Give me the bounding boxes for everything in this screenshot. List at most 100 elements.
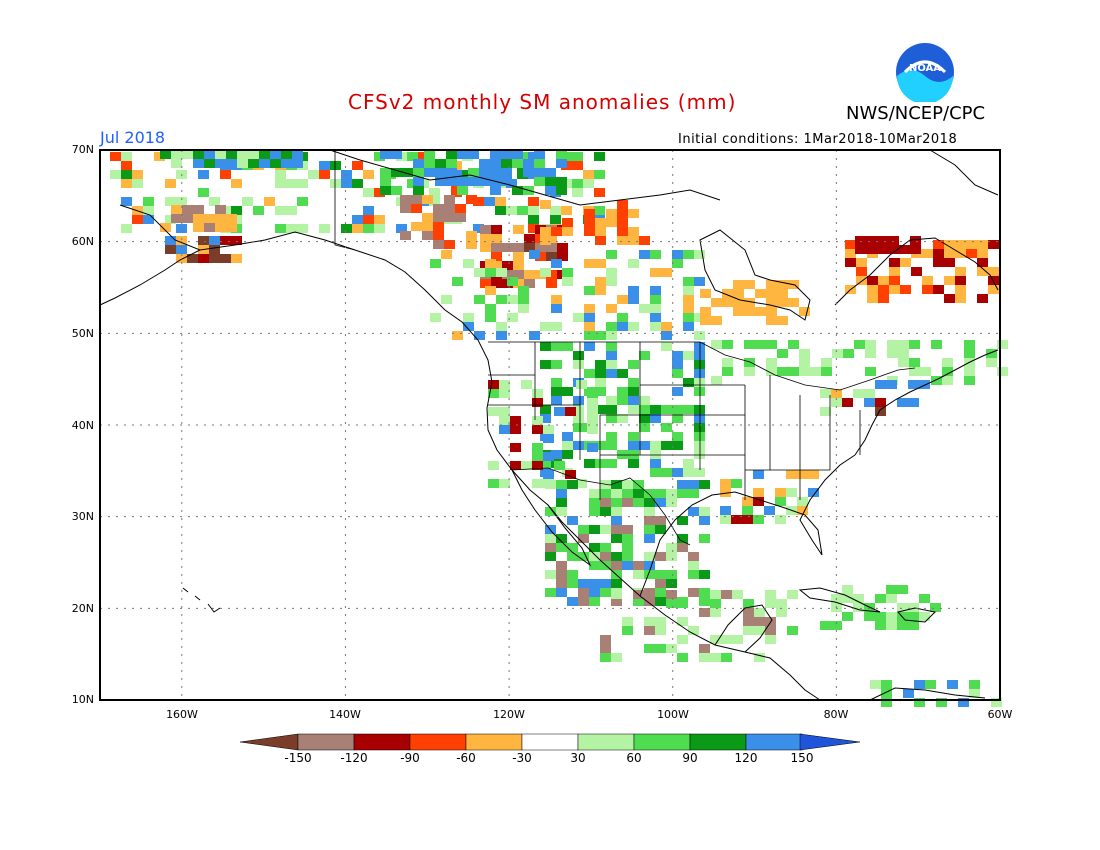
anomaly-cell [720, 515, 731, 524]
anomaly-cell [699, 653, 710, 662]
anomaly-cell [753, 488, 764, 497]
anomaly-cell [496, 322, 507, 331]
anomaly-cell [198, 188, 209, 197]
anomaly-cell [176, 197, 187, 206]
anomaly-cell [488, 389, 499, 398]
anomaly-cell [573, 313, 584, 322]
anomaly-cell [606, 277, 617, 286]
anomaly-cell [270, 159, 281, 168]
anomaly-cell [688, 588, 699, 597]
anomaly-cell [878, 276, 889, 285]
anomaly-cell [644, 525, 655, 534]
anomaly-cell [808, 470, 819, 479]
anomaly-cell [532, 398, 543, 407]
anomaly-cell [422, 222, 433, 231]
anomaly-cell [694, 369, 705, 378]
north-america-west-coast [119, 204, 821, 701]
anomaly-cell [209, 245, 220, 254]
anomaly-cell [455, 213, 466, 222]
anomaly-cell [628, 432, 639, 441]
anomaly-cell [886, 585, 897, 594]
anomaly-cell [628, 459, 639, 468]
anomaly-cell [775, 497, 786, 506]
anomaly-cell [997, 367, 1008, 376]
anomaly-cell [457, 177, 468, 186]
anomaly-cell [422, 231, 433, 240]
anomaly-cell [521, 461, 532, 470]
anomaly-cell [666, 489, 677, 498]
colorbar-box [297, 733, 355, 751]
anomaly-cell [297, 224, 308, 233]
anomaly-cell [639, 423, 650, 432]
anomaly-cell [462, 170, 473, 179]
anomaly-cell [644, 552, 655, 561]
anomaly-cell [400, 195, 411, 204]
anomaly-cell [523, 159, 534, 168]
colorbar-label: 120 [734, 751, 758, 765]
anomaly-cell [413, 168, 424, 177]
anomaly-cell [512, 150, 523, 159]
anomaly-cell [473, 224, 484, 233]
lat-label: 30N [71, 510, 94, 523]
anomaly-cell [644, 489, 655, 498]
anomaly-cell [546, 270, 557, 279]
anomaly-cell [510, 425, 521, 434]
anomaly-cell [573, 405, 584, 414]
anomaly-cell [204, 223, 215, 232]
anomaly-cell [753, 470, 764, 479]
anomaly-cell [606, 396, 617, 405]
anomaly-cell [606, 304, 617, 313]
anomaly-cell [578, 534, 589, 543]
anomaly-cell [429, 197, 440, 206]
anomaly-cell [540, 414, 551, 423]
anomaly-cell [176, 236, 187, 245]
anomaly-cell [444, 204, 455, 213]
anomaly-cell [499, 416, 510, 425]
anomaly-cell [611, 552, 622, 561]
anomaly-cell [259, 159, 270, 168]
anomaly-cell [733, 307, 744, 316]
anomaly-cell [281, 159, 292, 168]
baja-california [511, 469, 592, 567]
anomaly-cell [545, 534, 556, 543]
anomaly-cell [611, 507, 622, 516]
anomaly-cell [672, 387, 683, 396]
anomaly-cell [132, 215, 143, 224]
anomaly-cell [733, 289, 744, 298]
anomaly-cell [193, 214, 204, 223]
anomaly-cell [755, 340, 766, 349]
anomaly-cell [517, 170, 528, 179]
anomaly-cell [900, 258, 911, 267]
anomaly-cell [543, 470, 554, 479]
anomaly-cell [411, 222, 422, 231]
anomaly-cell [491, 261, 502, 270]
anomaly-cell [545, 480, 556, 489]
anomaly-cell [930, 603, 941, 612]
anomaly-cell [889, 276, 900, 285]
colorbar-box [465, 733, 523, 751]
anomaly-cell [556, 507, 567, 516]
anomaly-cell [699, 507, 710, 516]
anomaly-cell [845, 249, 856, 258]
anomaly-cell [584, 286, 595, 295]
anomaly-cell [584, 209, 595, 218]
colorbar-label: -120 [340, 751, 368, 765]
coastlines [99, 149, 999, 701]
anomaly-cell [524, 279, 535, 288]
anomaly-cell [925, 680, 936, 689]
anomaly-cell [897, 603, 908, 612]
anomaly-cell [867, 294, 878, 303]
anomaly-cell [600, 588, 611, 597]
anomaly-cell [556, 489, 567, 498]
anomaly-cell [699, 570, 710, 579]
anomaly-cell [878, 285, 889, 294]
anomaly-cell [182, 205, 193, 214]
anomaly-cell [490, 150, 501, 159]
anomaly-cell [380, 150, 391, 159]
anomaly-cell [699, 588, 710, 597]
anomaly-cell [650, 459, 661, 468]
anomaly-cell [672, 369, 683, 378]
anomaly-cell [865, 349, 876, 358]
anomaly-cell [650, 322, 661, 331]
anomaly-cell [545, 552, 556, 561]
